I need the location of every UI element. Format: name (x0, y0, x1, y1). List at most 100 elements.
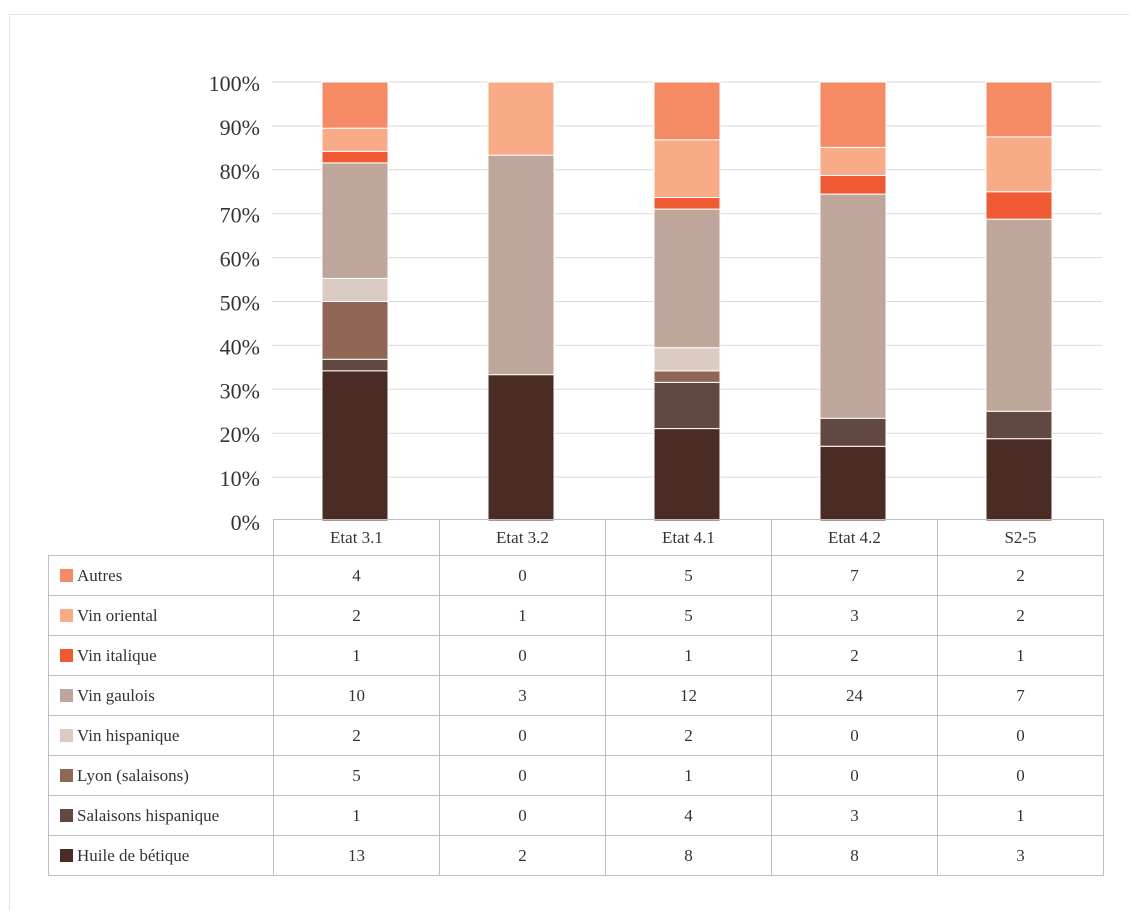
data-value-cell: 24 (771, 675, 938, 716)
series-legend-cell: Vin hispanique (48, 715, 274, 756)
bar-segment (653, 208, 721, 349)
bar-segment (487, 374, 555, 522)
series-name: Lyon (salaisons) (77, 765, 189, 785)
bar-segment (653, 347, 721, 372)
series-name: Vin gaulois (77, 685, 155, 705)
series-name: Vin oriental (77, 605, 158, 625)
series-name: Vin hispanique (77, 725, 180, 745)
chart-frame (9, 14, 1129, 910)
data-value-cell: 12 (605, 675, 772, 716)
data-value-cell: 13 (273, 835, 440, 876)
y-tick-label: 30% (220, 378, 260, 403)
x-category-label: Etat 3.2 (439, 519, 606, 556)
table-row: Vin oriental 2 1 5 3 2 (48, 595, 1104, 636)
data-value-cell: 2 (937, 595, 1104, 636)
series-legend-cell: Vin italique (48, 635, 274, 676)
bar-segment (653, 81, 721, 141)
data-value-cell: 1 (605, 755, 772, 796)
table-row: Autres 4 0 5 7 2 (48, 555, 1104, 596)
bar-segment (985, 81, 1053, 138)
data-value-cell: 5 (605, 595, 772, 636)
bar-segment (321, 81, 389, 129)
data-value-cell: 4 (605, 795, 772, 836)
data-value-cell: 7 (937, 675, 1104, 716)
bar-segment (321, 162, 389, 279)
table-row: Salaisons hispanique 1 0 4 3 1 (48, 795, 1104, 836)
data-value-cell: 3 (937, 835, 1104, 876)
data-value-cell: 7 (771, 555, 938, 596)
data-value-cell: 0 (439, 715, 606, 756)
data-value-cell: 2 (273, 715, 440, 756)
series-legend-cell: Lyon (salaisons) (48, 755, 274, 796)
y-tick-label: 50% (220, 291, 260, 316)
y-tick-label: 40% (220, 334, 260, 359)
data-value-cell: 5 (605, 555, 772, 596)
data-value-cell: 1 (605, 635, 772, 676)
y-tick-label: 70% (220, 203, 260, 228)
x-category-label: Etat 3.1 (273, 519, 440, 556)
table-row: Vin gaulois 10 3 12 24 7 (48, 675, 1104, 716)
legend-swatch (60, 808, 73, 822)
bar-segment (321, 301, 389, 360)
legend-swatch (60, 728, 73, 742)
data-value-cell: 2 (439, 835, 606, 876)
bar-segment (819, 417, 887, 447)
y-tick-label: 100% (209, 71, 260, 96)
bar-segment (321, 127, 389, 152)
legend-swatch (60, 688, 73, 702)
table-row: Vin italique 1 0 1 2 1 (48, 635, 1104, 676)
data-value-cell: 2 (937, 555, 1104, 596)
data-value-cell: 2 (273, 595, 440, 636)
data-value-cell: 0 (439, 795, 606, 836)
data-value-cell: 2 (771, 635, 938, 676)
y-tick-label: 80% (220, 159, 260, 184)
data-value-cell: 0 (439, 635, 606, 676)
table-header-row: Etat 3.1 Etat 3.2 Etat 4.1 Etat 4.2 S2-5 (48, 519, 1104, 556)
bars (321, 81, 1053, 522)
bar-segment (321, 150, 389, 164)
bar-segment (819, 146, 887, 176)
x-category-label: Etat 4.2 (771, 519, 938, 556)
x-category-label: Etat 4.1 (605, 519, 772, 556)
legend-swatch (60, 568, 73, 582)
y-tick-label: 90% (220, 115, 260, 140)
bar-segment (985, 438, 1053, 522)
chart-data-table: Etat 3.1 Etat 3.2 Etat 4.1 Etat 4.2 S2-5 Autr… (48, 519, 1104, 876)
data-value-cell: 4 (273, 555, 440, 596)
series-legend-cell: Autres (48, 555, 274, 596)
y-tick-label: 60% (220, 247, 260, 272)
y-axis-tick-labels: 0%10%20%30%40%50%60%70%80%90%100% (209, 71, 260, 535)
x-category-label: S2-5 (937, 519, 1104, 556)
series-name: Huile de bétique (77, 845, 190, 865)
bar-segment (653, 370, 721, 383)
data-value-cell: 1 (439, 595, 606, 636)
series-legend-cell: Salaisons hispanique (48, 795, 274, 836)
bar-segment (985, 136, 1053, 193)
table-row: Lyon (salaisons) 5 0 1 0 0 (48, 755, 1104, 796)
table-row: Huile de bétique 13 2 8 8 3 (48, 835, 1104, 876)
y-tick-label: 10% (220, 466, 260, 491)
data-value-cell: 5 (273, 755, 440, 796)
bar-segment (985, 410, 1053, 440)
bar-segment (653, 428, 721, 522)
data-value-cell: 3 (771, 595, 938, 636)
bar-segment (487, 154, 555, 376)
data-value-cell: 0 (937, 715, 1104, 756)
data-value-cell: 1 (273, 795, 440, 836)
bar-segment (985, 218, 1053, 412)
series-name: Salaisons hispanique (77, 805, 220, 825)
bar-segment (321, 277, 389, 303)
data-value-cell: 3 (771, 795, 938, 836)
data-value-cell: 10 (273, 675, 440, 716)
data-value-cell: 8 (771, 835, 938, 876)
bar-segment (819, 193, 887, 419)
data-value-cell: 1 (937, 795, 1104, 836)
data-value-cell: 8 (605, 835, 772, 876)
data-value-cell: 0 (439, 755, 606, 796)
bar-segment (653, 197, 721, 210)
table-corner-cell (48, 519, 274, 556)
bar-segment (819, 174, 887, 195)
data-value-cell: 1 (273, 635, 440, 676)
bar-segment (321, 370, 389, 522)
